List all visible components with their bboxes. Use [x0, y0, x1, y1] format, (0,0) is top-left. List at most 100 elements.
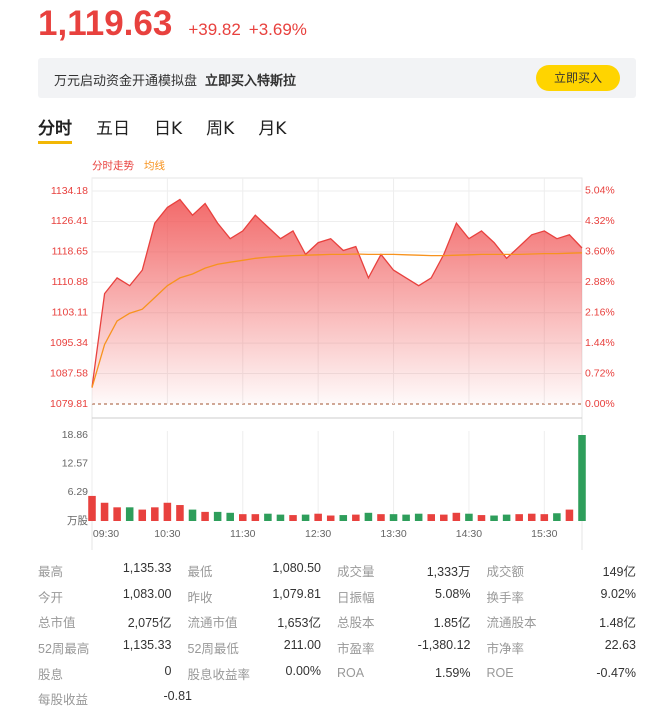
y-tick-label: 1126.41 [51, 215, 88, 227]
stat-value: 211.00 [283, 638, 321, 653]
stat-label: 流通市值 [187, 616, 238, 631]
x-tick-label: 13:30 [380, 528, 406, 540]
volume-bar [138, 509, 147, 521]
stat-label: 最高 [38, 565, 64, 580]
legend-label: 均线 [144, 159, 165, 172]
y-tick-label: 1095.34 [50, 337, 88, 349]
stat-label: 流通股本 [486, 616, 537, 631]
stat-cell: 最低 1,080.50 [188, 561, 338, 580]
volume-bar [465, 513, 473, 521]
stats-row: 今开 1,083.00 昨收 1,079.81 日振幅 5.08% 换手率 9.02% [38, 584, 636, 610]
stat-cell: 成交额 149亿 [487, 561, 637, 580]
volume-bar [339, 515, 348, 521]
stat-cell: 股息收益率 0.00% [188, 664, 338, 683]
y-tick-label: 1134.18 [51, 185, 88, 197]
stat-label: ROA [337, 666, 365, 681]
stat-label: 股息收益率 [187, 667, 251, 682]
volume-bar [352, 514, 360, 521]
stats-row: 最高 1,135.33 最低 1,080.50 成交量 1,333万 成交额 149亿 [38, 558, 636, 584]
stat-label: 52周最低 [187, 642, 239, 657]
volume-bar [289, 515, 297, 521]
stat-value: 1,080.50 [272, 561, 321, 576]
stat-label: 最低 [187, 565, 213, 580]
stat-label: 换手率 [486, 590, 525, 605]
quote-header: 1,119.63 +39.82 +3.69% [38, 4, 307, 44]
volume-bar [389, 514, 398, 521]
chart: 1079.81 1087.58 1095.34 1103.11 1110.88 1118.… [50, 159, 615, 550]
banner-text: 万元启动资金开通模拟盘 [54, 74, 198, 89]
stat-value: 1,653亿 [277, 616, 321, 631]
volume-bar [151, 507, 159, 521]
stat-value: 1,083.00 [122, 586, 172, 601]
volume-bar [414, 513, 423, 521]
volume-bar [176, 505, 184, 521]
volume-bar [213, 511, 222, 521]
stat-label: 成交额 [486, 565, 525, 580]
volume-bar [113, 507, 121, 521]
y2-tick-label: 4.32% [585, 215, 615, 227]
y-tick-label: 1110.88 [52, 276, 89, 288]
tab[interactable]: 五日 [96, 119, 130, 139]
volume-bar [578, 435, 586, 521]
volume-bar [402, 514, 410, 521]
stat-value: 1.48亿 [599, 616, 636, 631]
stats-row: 股息 0 股息收益率 0.00% ROA 1.59% ROE -0.47% [38, 660, 636, 686]
volume-bar [125, 507, 134, 521]
volume-bar [264, 513, 272, 521]
stat-cell: 总市值 2,075亿 [38, 612, 188, 631]
stat-cell: 换手率 9.02% [487, 587, 637, 606]
volume-bar [226, 512, 234, 521]
volume-bar [565, 509, 574, 521]
stat-label: 昨收 [187, 590, 213, 605]
buy-button[interactable]: 立即买入 [536, 65, 620, 91]
line [91, 198, 583, 388]
volume-bar [188, 509, 197, 521]
volume-bar [452, 512, 461, 521]
volume-bar [427, 514, 435, 521]
stat-value: -1,380.12 [417, 638, 471, 653]
y2-tick-label: 1.44% [585, 337, 615, 349]
volume-bar [527, 513, 536, 521]
stat-label: ROE [486, 666, 514, 681]
stat-value: 1.85亿 [433, 616, 471, 631]
volume-bar [239, 514, 247, 521]
x-tick-label: 12:30 [305, 528, 331, 540]
volume-bar [364, 512, 373, 521]
stat-value: 0.00% [285, 663, 321, 678]
stat-cell: 市盈率 -1,380.12 [337, 638, 487, 657]
volume-bar [326, 515, 335, 521]
tab[interactable]: 周K [206, 119, 235, 139]
volume-bar [314, 513, 322, 521]
x-tick-label: 10:30 [154, 528, 180, 540]
volume-bar [440, 514, 448, 521]
stat-label: 股息 [38, 667, 64, 682]
stat-cell: 最高 1,135.33 [38, 561, 188, 580]
y-tick-label: 1103.11 [52, 307, 89, 319]
stats-table: 最高 1,135.33 最低 1,080.50 成交量 1,333万 成交额 149亿今开 1,… [38, 558, 636, 712]
stat-value: -0.47% [596, 666, 636, 681]
stat-cell: 总股本 1.85亿 [337, 612, 487, 631]
stat-label: 今开 [38, 590, 64, 605]
x-tick-label: 15:30 [531, 528, 557, 540]
volume-bar [502, 514, 511, 521]
x-tick-label: 11:30 [230, 528, 256, 540]
volume-bar [276, 514, 285, 521]
volume-bar [377, 514, 385, 521]
banner[interactable]: 万元启动资金开通模拟盘 立即买入特斯拉 立即买入 [38, 58, 636, 98]
tab[interactable]: 日K [154, 119, 183, 139]
tab[interactable]: 分时 [38, 114, 72, 144]
stat-label: 总市值 [38, 616, 76, 631]
stat-cell: 成交量 1,333万 [337, 561, 487, 580]
stat-cell: 日振幅 5.08% [337, 587, 487, 606]
tab[interactable]: 月K [258, 119, 287, 139]
banner-highlight: 立即买入特斯拉 [205, 74, 297, 89]
banner-text: 万元启动资金开通模拟盘 立即买入特斯拉 [54, 70, 296, 89]
tabs: 分时 五日 日K 周K 月K [38, 114, 286, 144]
volume-bar [553, 513, 561, 521]
stat-value: 1,333万 [426, 565, 471, 580]
volume-bar [163, 502, 172, 521]
stat-value: 1,135.33 [122, 561, 172, 576]
area [92, 199, 582, 404]
line [91, 252, 583, 388]
